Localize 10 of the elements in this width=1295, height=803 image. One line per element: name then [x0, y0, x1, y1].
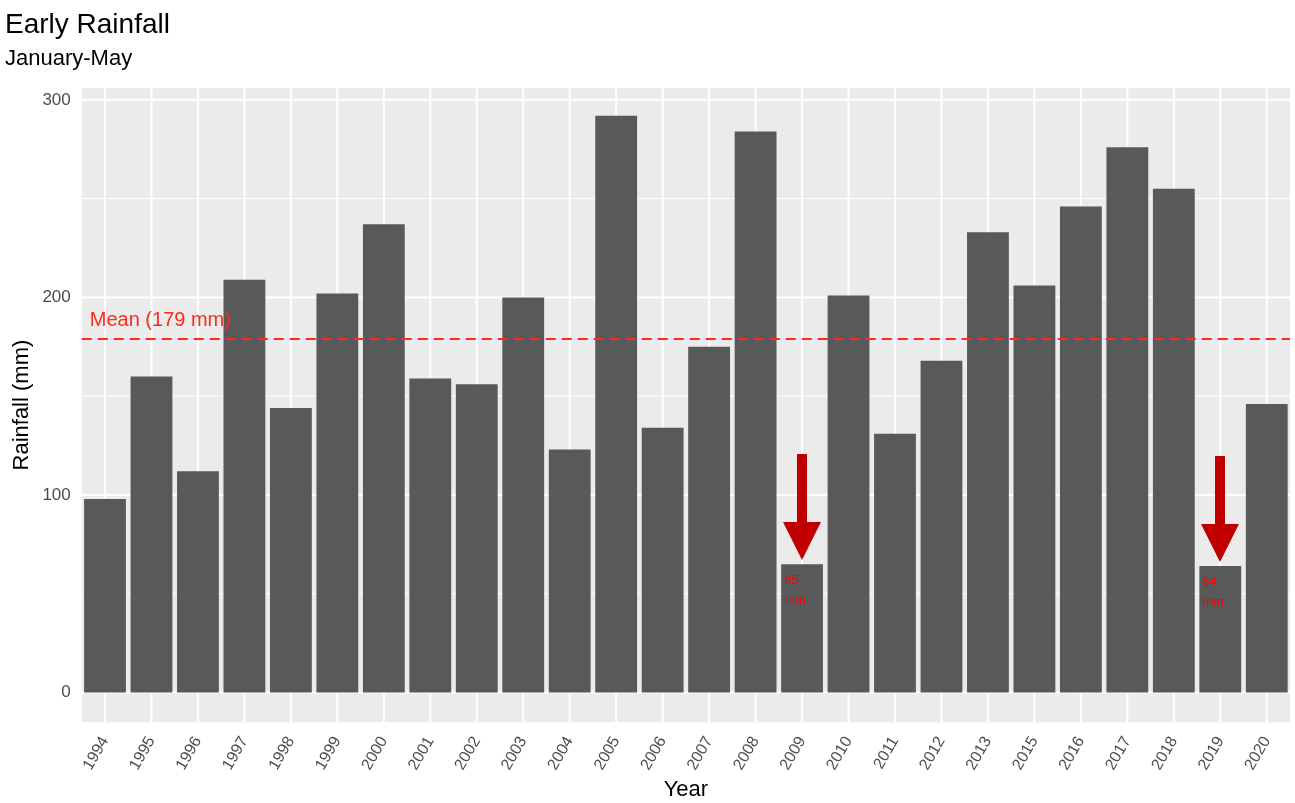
- chart-subtitle: January-May: [5, 44, 133, 70]
- y-axis-title: Rainfall (mm): [8, 339, 34, 471]
- chart-title: Early Rainfall: [5, 7, 170, 39]
- y-tick-label: 0: [61, 682, 71, 702]
- y-tick-label: 100: [42, 484, 71, 504]
- annotation: 64 mm: [1202, 574, 1224, 610]
- annotation: 65 mm: [784, 572, 806, 608]
- y-tick-label: 200: [42, 287, 71, 307]
- y-tick-label: 300: [42, 89, 71, 109]
- x-axis-title: Year: [663, 775, 709, 801]
